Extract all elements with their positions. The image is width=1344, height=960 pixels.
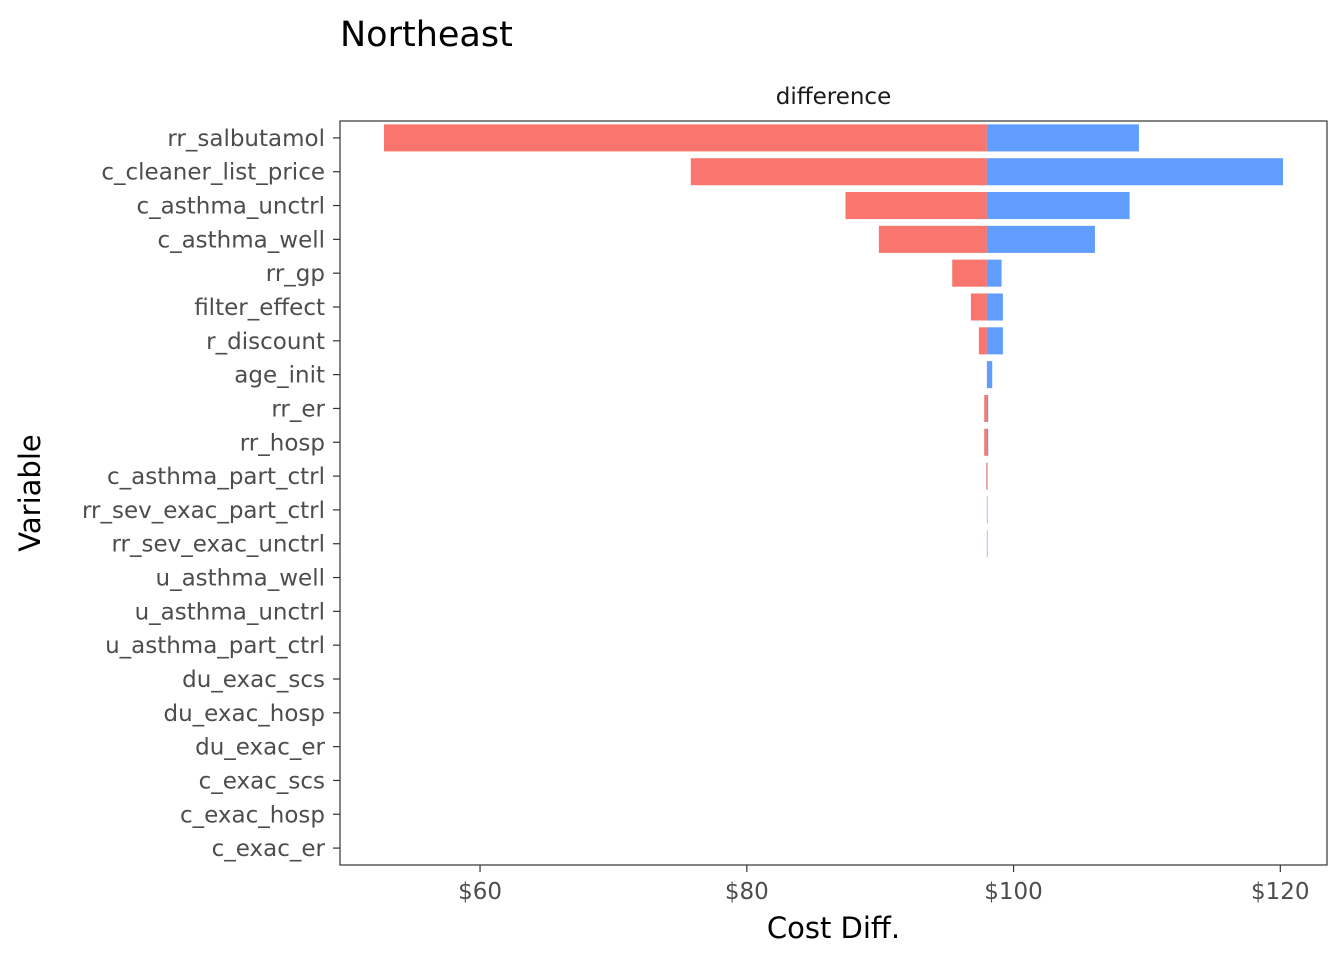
y-tick-label-c_asthma_part_ctrl: c_asthma_part_ctrl: [107, 464, 325, 490]
y-tick-label-c_exac_er: c_exac_er: [212, 836, 326, 862]
y-tick-label-rr_salbutamol: rr_salbutamol: [167, 126, 325, 152]
y-axis-title: Variable: [13, 434, 47, 551]
y-tick-label-u_asthma_well: u_asthma_well: [156, 566, 326, 592]
bar-rr_sev_exac_unctrl-high: [986, 530, 988, 558]
bar-c_asthma_unctrl-low: [845, 192, 987, 220]
y-tick-label-c_asthma_unctrl: c_asthma_unctrl: [137, 194, 325, 220]
y-tick-label-du_exac_hosp: du_exac_hosp: [163, 701, 325, 727]
bar-c_asthma_unctrl-high: [986, 192, 1130, 220]
bars-layer: [384, 124, 1283, 558]
panel-border: [339, 120, 1328, 866]
bar-rr_hosp-low: [984, 428, 987, 456]
bar-c_asthma_well-high: [986, 225, 1095, 253]
bar-c_asthma_well-low: [878, 225, 987, 253]
bar-filter_effect-low: [970, 293, 987, 321]
bar-c_asthma_part_ctrl-high: [986, 462, 988, 490]
y-tick-label-c_cleaner_list_price: c_cleaner_list_price: [101, 160, 325, 186]
bar-rr_salbutamol-low: [384, 124, 987, 152]
y-tick-label-u_asthma_unctrl: u_asthma_unctrl: [135, 599, 325, 625]
facet-strip-label: difference: [776, 84, 891, 110]
y-tick-label-rr_er: rr_er: [271, 396, 325, 422]
bar-rr_er-low: [984, 394, 987, 422]
y-tick-label-du_exac_er: du_exac_er: [195, 735, 325, 761]
bar-r_discount-high: [986, 327, 1003, 355]
y-axis: rr_salbutamol c_cleaner_list_price c_asthm…: [82, 126, 340, 862]
bar-rr_salbutamol-high: [986, 124, 1139, 152]
y-tick-label-du_exac_scs: du_exac_scs: [182, 667, 325, 693]
bar-filter_effect-high: [986, 293, 1003, 321]
y-tick-label-rr_sev_exac_part_ctrl: rr_sev_exac_part_ctrl: [82, 498, 325, 524]
x-axis-title: Cost Diff.: [767, 911, 900, 945]
x-tick-label: $80: [725, 879, 769, 905]
y-tick-label-rr_hosp: rr_hosp: [240, 430, 325, 456]
chart-title: Northeast: [340, 15, 513, 55]
bar-c_cleaner_list_price-high: [986, 158, 1283, 186]
y-tick-label-c_asthma_well: c_asthma_well: [157, 227, 325, 253]
bar-rr_gp-low: [952, 259, 987, 287]
bar-rr_er-high: [986, 394, 989, 422]
y-tick-label-rr_sev_exac_unctrl: rr_sev_exac_unctrl: [111, 532, 325, 558]
x-tick-label: $120: [1251, 879, 1310, 905]
bar-c_cleaner_list_price-low: [690, 158, 987, 186]
y-tick-label-c_exac_scs: c_exac_scs: [199, 768, 325, 794]
y-tick-label-age_init: age_init: [234, 363, 325, 389]
y-tick-label-c_exac_hosp: c_exac_hosp: [180, 802, 325, 828]
x-tick-label: $60: [458, 879, 502, 905]
bar-age_init-high: [986, 361, 993, 389]
x-axis: $60 $80 $100 $120: [458, 865, 1310, 905]
x-tick-label: $100: [984, 879, 1043, 905]
bar-rr_gp-high: [986, 259, 1002, 287]
y-tick-label-filter_effect: filter_effect: [194, 295, 325, 321]
y-tick-label-u_asthma_part_ctrl: u_asthma_part_ctrl: [105, 633, 325, 659]
y-tick-label-rr_gp: rr_gp: [266, 261, 325, 287]
bar-c_asthma_part_ctrl-low: [986, 462, 987, 490]
bar-r_discount-low: [978, 327, 987, 355]
bar-rr_sev_exac_part_ctrl-high: [986, 496, 988, 524]
y-tick-label-r_discount: r_discount: [206, 329, 325, 355]
bar-rr_hosp-high: [986, 428, 989, 456]
